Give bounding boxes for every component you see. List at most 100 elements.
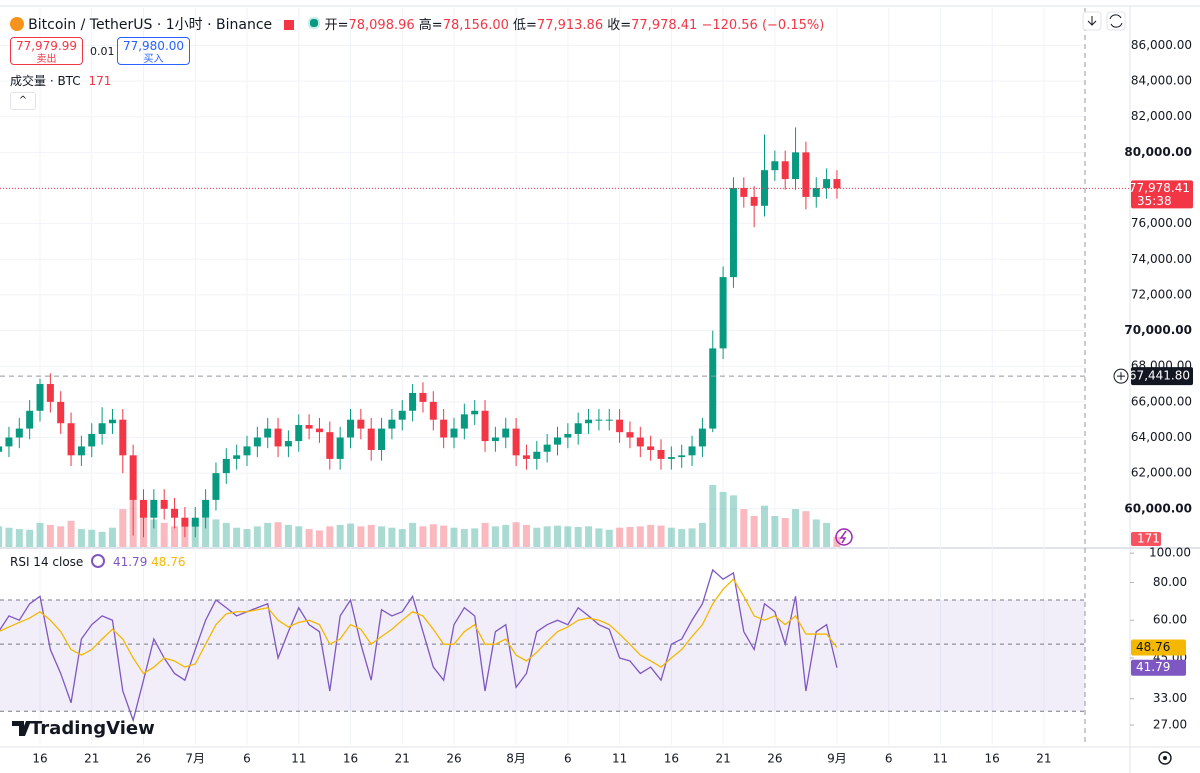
x-tick-label: 16 xyxy=(343,752,358,766)
candle-body xyxy=(574,423,582,434)
candle-body xyxy=(409,392,417,411)
y-tick-label: 100.00 xyxy=(1149,546,1191,560)
volume-bar xyxy=(595,528,603,547)
candle-body xyxy=(750,196,758,206)
x-tick-label: 16 xyxy=(985,752,1000,766)
collapse-button[interactable]: ^ xyxy=(10,92,36,110)
x-tick-label: 11 xyxy=(933,752,948,766)
candle-body xyxy=(802,152,810,197)
flag[interactable] xyxy=(284,20,295,30)
candle-body xyxy=(336,437,344,459)
settings-icon[interactable] xyxy=(1158,751,1172,765)
candle-body xyxy=(450,428,458,438)
candle-body xyxy=(543,444,551,452)
candle-body xyxy=(222,458,230,474)
candle-body xyxy=(678,455,686,458)
volume-bar xyxy=(5,527,13,547)
volume-bar xyxy=(108,527,116,547)
candle-body xyxy=(429,401,437,420)
volume-bar xyxy=(347,523,354,547)
candle-body xyxy=(171,508,179,518)
candle-body xyxy=(264,428,272,438)
x-tick-label: 26 xyxy=(446,752,461,766)
candle-body xyxy=(57,401,65,424)
volume-bar xyxy=(688,528,696,547)
x-tick-label: 7月 xyxy=(185,752,205,766)
candle-body xyxy=(761,170,768,206)
volume-bar xyxy=(398,529,406,547)
volume-bar xyxy=(305,529,313,547)
rsi-last-box xyxy=(1131,659,1186,676)
volume-bar xyxy=(26,529,34,547)
volume-bar xyxy=(429,524,437,547)
sell-price: 77,979.99 xyxy=(15,39,78,53)
volume-bar xyxy=(626,527,634,547)
btc-icon xyxy=(10,17,24,31)
volume-bar xyxy=(481,522,489,547)
x-tick-label: 16 xyxy=(32,752,47,766)
rsi-title: RSI 14 close xyxy=(10,555,84,569)
y-tick-label: 62,000.00 xyxy=(1131,466,1192,480)
y-tick-label: 27.00 xyxy=(1153,718,1187,732)
rsi-icon[interactable] xyxy=(91,554,106,568)
candle-body xyxy=(5,437,13,447)
volume-bar xyxy=(88,529,96,547)
candle-body xyxy=(771,161,779,171)
candle-body xyxy=(150,499,158,518)
sell-button[interactable]: 77,979.99 卖出 xyxy=(10,37,83,65)
x-tick-label: 16 xyxy=(664,752,679,766)
volume-bar xyxy=(222,522,230,547)
volume-last-box xyxy=(1131,532,1161,546)
volume-bar xyxy=(171,526,179,547)
candle-body xyxy=(295,425,303,442)
candle-body xyxy=(88,433,96,447)
candle-body xyxy=(481,410,489,442)
y-tick-label: 60.00 xyxy=(1153,613,1187,627)
candle-body xyxy=(740,188,748,197)
watermark: TradingView xyxy=(30,718,155,739)
x-tick-label: 11 xyxy=(291,752,306,766)
candle-body xyxy=(36,384,44,411)
volume-bar xyxy=(502,524,510,547)
candle-body xyxy=(688,446,696,456)
volume-bar xyxy=(150,519,158,547)
volume-bar xyxy=(719,491,727,547)
candle-body xyxy=(502,428,510,438)
x-tick-label: 8月 xyxy=(506,752,526,766)
events-icon[interactable] xyxy=(835,528,853,546)
volume-bar xyxy=(264,522,272,547)
candle-body xyxy=(667,457,675,459)
volume-bar xyxy=(543,526,551,547)
candle-body xyxy=(98,423,106,434)
y-tick-label: 80.00 xyxy=(1153,575,1187,589)
buy-button[interactable]: 77,980.00 买入 xyxy=(117,37,190,65)
volume-bar xyxy=(233,527,241,547)
symbol-row: Bitcoin / TetherUS · 1小时 · Binance 开=78,… xyxy=(10,14,824,34)
volume-bar xyxy=(740,509,748,547)
volume-bar xyxy=(202,518,210,547)
candle-body xyxy=(305,425,313,429)
candle-body xyxy=(823,179,831,188)
rsi-last-label: 48.76 xyxy=(1136,640,1170,654)
high-value: 78,156.00 xyxy=(442,18,509,33)
volume-bar xyxy=(253,526,261,547)
candle-body xyxy=(119,419,127,456)
volume-bar xyxy=(564,526,572,547)
rsi-ma-value: 48.76 xyxy=(151,555,186,569)
x-tick-label: 26 xyxy=(767,752,782,766)
close-value: 77,978.41 xyxy=(631,18,698,33)
y-tick-label: 33.00 xyxy=(1153,691,1187,705)
volume-bar xyxy=(440,525,448,547)
candle-body xyxy=(388,419,396,429)
candle-body xyxy=(554,437,561,445)
scroll-icon xyxy=(1087,16,1097,26)
candle-body xyxy=(181,517,189,527)
volume-bar xyxy=(409,522,417,547)
symbol-title[interactable]: Bitcoin / TetherUS · 1小时 · Binance xyxy=(28,17,273,33)
candle-body xyxy=(253,437,261,447)
volume-bar xyxy=(761,505,768,547)
candle-body xyxy=(647,446,655,450)
candle-body xyxy=(46,384,54,402)
